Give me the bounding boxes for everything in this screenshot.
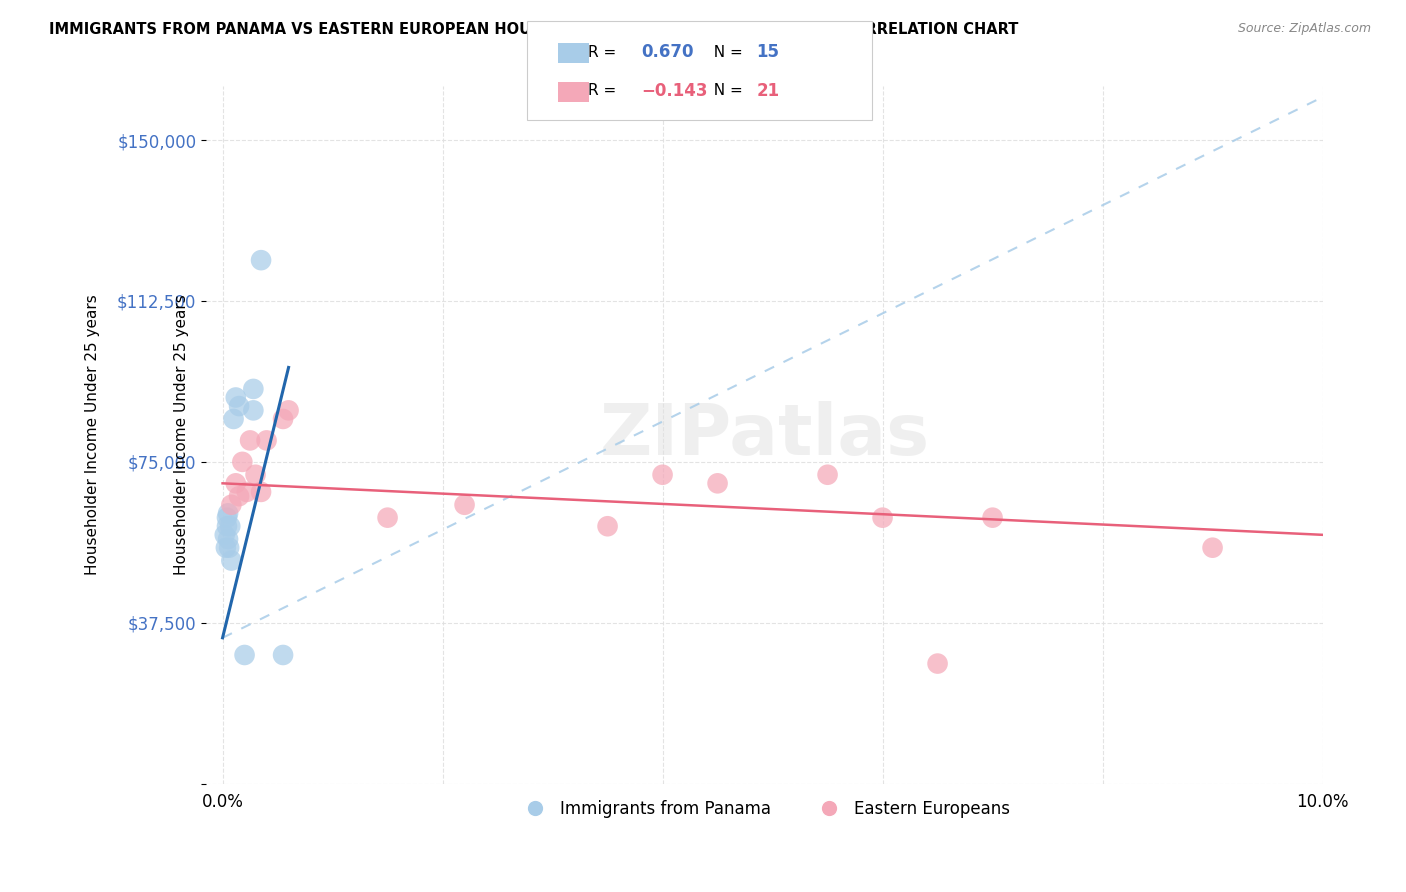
Point [222,412,245,426]
Point [225,476,247,491]
Point [250,253,273,268]
Text: N =: N = [704,45,748,60]
Point [228,489,250,503]
Point [231,455,253,469]
Point [817,467,839,482]
Point [453,498,475,512]
Text: Source: ZipAtlas.com: Source: ZipAtlas.com [1237,22,1371,36]
Point [217,507,239,521]
Point [596,519,619,533]
Point [872,510,894,524]
Point [218,541,240,555]
Point [217,532,239,546]
Y-axis label: Householder Income Under 25 years: Householder Income Under 25 years [86,294,100,575]
Point [239,434,262,448]
Text: R =: R = [588,84,621,98]
Point [981,510,1004,524]
Text: N =: N = [704,84,748,98]
Point [215,541,238,555]
Point [215,519,238,533]
Point [271,412,294,426]
Point [271,648,294,662]
Point [651,467,673,482]
Point [221,498,243,512]
Point [256,434,278,448]
Point [215,510,238,524]
Point [245,467,267,482]
Point [233,648,256,662]
Point [228,399,250,413]
Point [242,382,264,396]
Y-axis label: Householder Income Under 25 years: Householder Income Under 25 years [174,294,190,575]
Point [242,403,264,417]
Point [706,476,728,491]
Text: R =: R = [588,45,621,60]
Point [219,519,242,533]
Text: −0.143: −0.143 [641,82,707,100]
Point [927,657,949,671]
Point [236,484,259,499]
Text: 21: 21 [756,82,779,100]
Legend: Immigrants from Panama, Eastern Europeans: Immigrants from Panama, Eastern European… [512,793,1017,824]
Point [1201,541,1223,555]
Point [221,553,243,567]
Point [250,484,273,499]
Point [377,510,399,524]
Point [225,391,247,405]
Text: ZIPatlas: ZIPatlas [599,401,929,469]
Text: 0.670: 0.670 [641,44,693,62]
Point [277,403,299,417]
Text: 15: 15 [756,44,779,62]
Point [214,528,236,542]
Text: IMMIGRANTS FROM PANAMA VS EASTERN EUROPEAN HOUSEHOLDER INCOME UNDER 25 YEARS COR: IMMIGRANTS FROM PANAMA VS EASTERN EUROPE… [49,22,1018,37]
